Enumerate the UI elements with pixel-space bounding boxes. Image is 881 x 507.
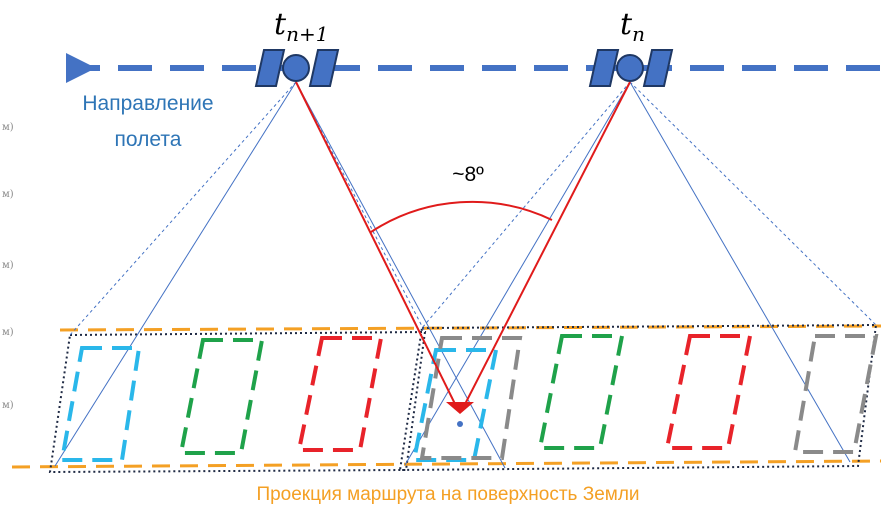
frame-gray-right — [792, 334, 879, 454]
footprint-strip-right — [398, 323, 878, 472]
target-point — [457, 421, 463, 427]
frame-green-right — [537, 334, 625, 450]
time-label-t-n: tn — [620, 7, 645, 46]
fov-lines-t-n — [404, 81, 877, 466]
image-frames — [59, 334, 879, 462]
ground-projection-label: Проекция маршрута на поверхность Земли — [256, 484, 639, 505]
solar-panel-right-icon — [642, 49, 674, 87]
ground-track-top — [59, 324, 881, 332]
frame-cyan-left — [59, 346, 142, 462]
frame-green-left — [178, 338, 265, 455]
solar-panel-right-icon — [308, 49, 340, 87]
satellite-t-n — [588, 49, 674, 87]
solar-panel-left-icon — [254, 49, 286, 87]
viewing-geometry — [295, 81, 631, 427]
faint-label-2: м) — [2, 189, 14, 200]
view-ray-t-n-plus-1 — [295, 81, 459, 411]
frame-red-right — [664, 334, 753, 450]
faint-label-3: м) — [2, 260, 14, 271]
view-ray-t-n — [461, 81, 631, 411]
target-marker — [446, 402, 474, 414]
background-faint-labels: м) м) м) м) м) — [2, 122, 14, 411]
footprint-strip-left — [48, 330, 427, 474]
angle-arc — [370, 200, 553, 233]
faint-label-5: м) — [2, 400, 14, 411]
frame-cyan-center — [411, 348, 499, 462]
flight-direction-label-line1: Направление — [82, 92, 213, 115]
frame-red-left — [296, 336, 384, 452]
flight-direction-label-line2: полета — [115, 128, 182, 151]
time-label-t-n-plus-1: tn+1 — [274, 7, 328, 46]
ground-track-bottom — [11, 459, 881, 469]
footprint-strips — [48, 323, 878, 474]
angle-label: ~8º — [452, 163, 484, 186]
frame-gray-center — [419, 336, 523, 460]
ground-track-lines — [11, 324, 881, 469]
satellite-body-icon — [282, 54, 310, 82]
satellite-body-icon — [616, 54, 644, 82]
faint-label-4: м) — [2, 327, 14, 338]
faint-label-1: м) — [2, 122, 14, 133]
satellite-t-n-plus-1 — [254, 49, 340, 87]
solar-panel-left-icon — [588, 49, 620, 87]
